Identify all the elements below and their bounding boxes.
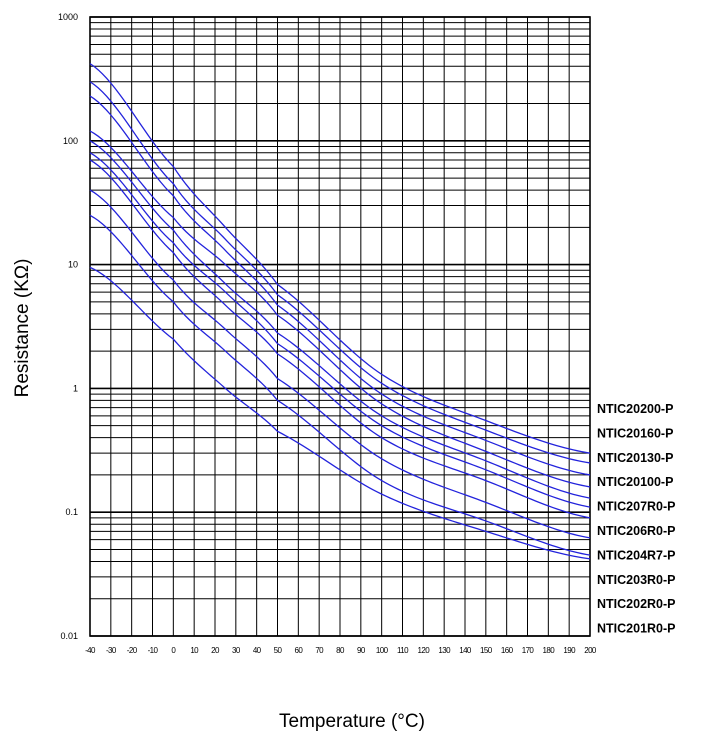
series-line-ntic20130-p bbox=[89, 95, 591, 476]
x-tick-label: 50 bbox=[274, 646, 283, 655]
x-tick-label: 200 bbox=[584, 646, 597, 655]
series-line-ntic203r0-p bbox=[89, 189, 591, 539]
x-tick-label: 40 bbox=[253, 646, 262, 655]
x-tick-label: 140 bbox=[459, 646, 472, 655]
series-label-ntic203r0-p: NTIC203R0-P bbox=[597, 573, 676, 587]
series-line-ntic20200-p bbox=[89, 63, 591, 454]
series-label-ntic20160-p: NTIC20160-P bbox=[597, 426, 673, 440]
x-tick-label: 160 bbox=[501, 646, 514, 655]
series-label-ntic202r0-p: NTIC202R0-P bbox=[597, 597, 676, 611]
x-tick-label: -40 bbox=[85, 646, 96, 655]
x-tick-label: 170 bbox=[522, 646, 535, 655]
x-tick-label: 60 bbox=[294, 646, 303, 655]
series-label-ntic207r0-p: NTIC207R0-P bbox=[597, 500, 676, 514]
y-tick-label: 100 bbox=[63, 136, 78, 146]
series-line-ntic20160-p bbox=[89, 81, 591, 464]
series-label-ntic20200-p: NTIC20200-P bbox=[597, 402, 673, 416]
y-tick-label: 1 bbox=[73, 383, 78, 393]
x-tick-label: 80 bbox=[336, 646, 345, 655]
x-tick-label: 130 bbox=[438, 646, 451, 655]
series-line-ntic207r0-p bbox=[89, 140, 591, 499]
x-tick-label: 90 bbox=[357, 646, 366, 655]
y-tick-label: 1000 bbox=[58, 12, 78, 22]
series-line-ntic20100-p bbox=[89, 130, 591, 488]
y-tick-label: 0.01 bbox=[60, 631, 78, 641]
x-tick-label: -10 bbox=[148, 646, 159, 655]
x-tick-label: 20 bbox=[211, 646, 220, 655]
x-tick-label: 120 bbox=[418, 646, 431, 655]
x-tick-label: 180 bbox=[543, 646, 556, 655]
y-tick-label: 10 bbox=[68, 260, 78, 270]
grid bbox=[89, 16, 591, 637]
series-lines bbox=[89, 63, 591, 560]
x-tick-label: 110 bbox=[397, 646, 409, 655]
x-tick-label: 30 bbox=[232, 646, 241, 655]
series-line-ntic204r7-p bbox=[89, 159, 591, 519]
x-tick-label: 70 bbox=[315, 646, 324, 655]
x-tick-label: 0 bbox=[171, 646, 176, 655]
y-tick-label: 0.1 bbox=[65, 507, 78, 517]
series-label-ntic206r0-p: NTIC206R0-P bbox=[597, 524, 676, 538]
series-labels: NTIC20200-P NTIC20160-P NTIC20130-P NTIC201… bbox=[597, 402, 676, 636]
x-tick-label: 150 bbox=[480, 646, 493, 655]
y-axis-title: Resistance (KΩ) bbox=[12, 259, 33, 398]
series-label-ntic201r0-p: NTIC201R0-P bbox=[597, 622, 676, 636]
x-axis-title: Temperature (°C) bbox=[279, 711, 425, 732]
series-line-ntic201r0-p bbox=[89, 266, 591, 560]
x-tick-label: -30 bbox=[106, 646, 117, 655]
series-label-ntic20100-p: NTIC20100-P bbox=[597, 475, 673, 489]
x-tick-label: 100 bbox=[376, 646, 389, 655]
x-tick-label: 190 bbox=[563, 646, 576, 655]
x-tick-label: 10 bbox=[190, 646, 199, 655]
plot-frame bbox=[89, 16, 591, 637]
series-label-ntic204r7-p: NTIC204R7-P bbox=[597, 548, 676, 562]
y-tick-labels: 0.01 0.1 1 10 100 1000 bbox=[58, 12, 78, 641]
series-line-ntic202r0-p bbox=[89, 214, 591, 556]
series-line-ntic206r0-p bbox=[89, 152, 591, 508]
x-tick-labels: -40 -30 -20 -10 0 10 20 30 40 50 60 70 80 90 100 110 120… bbox=[85, 646, 597, 655]
x-tick-label: -20 bbox=[127, 646, 138, 655]
series-label-ntic20130-p: NTIC20130-P bbox=[597, 451, 673, 465]
